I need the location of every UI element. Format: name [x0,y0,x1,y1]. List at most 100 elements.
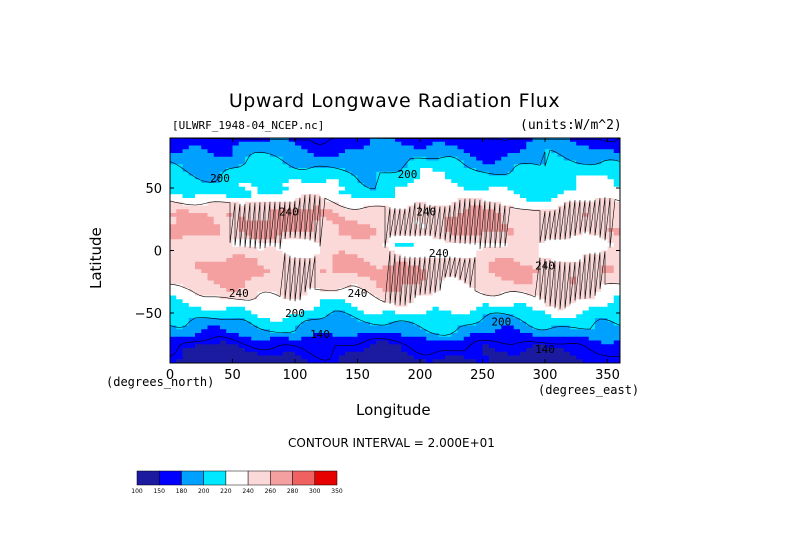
heatmap-cell [282,149,290,154]
heatmap-cell [413,348,421,353]
heatmap-cell [595,164,602,169]
contour-label: 240 [229,287,249,300]
heatmap-cell [238,190,246,195]
heatmap-cell [295,183,302,188]
heatmap-cell [226,265,233,270]
heatmap-cell [307,299,315,304]
heatmap-cell [288,348,296,353]
heatmap-cell [551,303,558,308]
heatmap-cell [388,205,396,210]
heatmap-cell [526,224,533,229]
heatmap-cell [232,288,240,293]
heatmap-cell [232,175,240,180]
heatmap-cell [488,168,496,173]
heatmap-cell [220,153,227,158]
heatmap-cell [445,141,452,146]
heatmap-cell [370,183,377,188]
heatmap-cell [288,288,296,293]
heatmap-cell [476,213,483,218]
heatmap-cell [545,269,552,274]
heatmap-cell [257,168,265,173]
heatmap-cell [332,186,340,191]
heatmap-cell [501,213,508,218]
heatmap-cell [326,250,333,255]
heatmap-cell [313,340,321,345]
heatmap-cell [376,220,383,225]
heatmap-cell [545,138,552,143]
heatmap-cell [507,216,515,221]
heatmap-cell [388,348,396,353]
heatmap-cell [495,291,502,296]
heatmap-cell [326,168,333,173]
heatmap-cell [370,303,377,308]
heatmap-cell [251,141,258,146]
heatmap-cell [588,250,596,255]
heatmap-cell [451,254,458,259]
heatmap-cell [513,273,521,278]
heatmap-cell [551,179,558,184]
heatmap-cell [395,254,402,259]
heatmap-cell [301,344,308,349]
heatmap-cell [495,265,502,270]
heatmap-cell [307,261,315,266]
heatmap-cell [413,209,421,214]
heatmap-cell [263,314,271,319]
heatmap-cell [495,318,502,323]
heatmap-cell [376,201,383,206]
heatmap-cell [607,246,615,251]
heatmap-cell [288,325,296,330]
heatmap-cell [407,258,415,263]
heatmap-cell [263,258,271,263]
heatmap-cell [288,186,296,191]
heatmap-cell [326,288,333,293]
heatmap-cell [295,254,302,259]
heatmap-cell [195,179,202,184]
heatmap-cell [420,288,427,293]
heatmap-cell [476,314,483,319]
heatmap-cell [226,175,233,180]
heatmap-cell [582,183,590,188]
heatmap-cell [226,209,233,214]
heatmap-cell [595,310,602,315]
heatmap-cell [401,194,408,199]
heatmap-cell [526,291,533,296]
heatmap-cell [238,153,246,158]
heatmap-cell [470,254,477,259]
heatmap-cell [607,351,615,356]
heatmap-cell [195,138,202,143]
heatmap-cell [407,175,415,180]
heatmap-cell [557,269,565,274]
heatmap-cell [357,141,365,146]
heatmap-cell [576,303,583,308]
heatmap-cell [538,329,546,334]
heatmap-cell [213,205,221,210]
heatmap-cell [257,280,265,285]
heatmap-cell [238,344,246,349]
heatmap-cell [357,250,365,255]
heatmap-cell [551,183,558,188]
heatmap-cell [288,355,296,360]
heatmap-cell [445,314,452,319]
heatmap-cell [195,175,202,180]
heatmap-cell [388,333,396,338]
heatmap-cell [445,351,452,356]
heatmap-cell [538,336,546,341]
heatmap-cell [601,273,608,278]
heatmap-cell [501,336,508,341]
heatmap-cell [557,351,565,356]
heatmap-cell [376,205,383,210]
heatmap-cell [501,243,508,248]
heatmap-cell [607,179,615,184]
heatmap-cell [301,186,308,191]
heatmap-cell [570,276,577,281]
heatmap-cell [182,299,190,304]
heatmap-cell [257,209,265,214]
heatmap-cell [395,186,402,191]
heatmap-cell [232,355,240,360]
heatmap-cell [576,269,583,274]
heatmap-cell [395,261,402,266]
heatmap-cell [413,351,421,356]
heatmap-cell [438,194,446,199]
heatmap-cell [588,156,596,161]
heatmap-cell [407,243,415,248]
